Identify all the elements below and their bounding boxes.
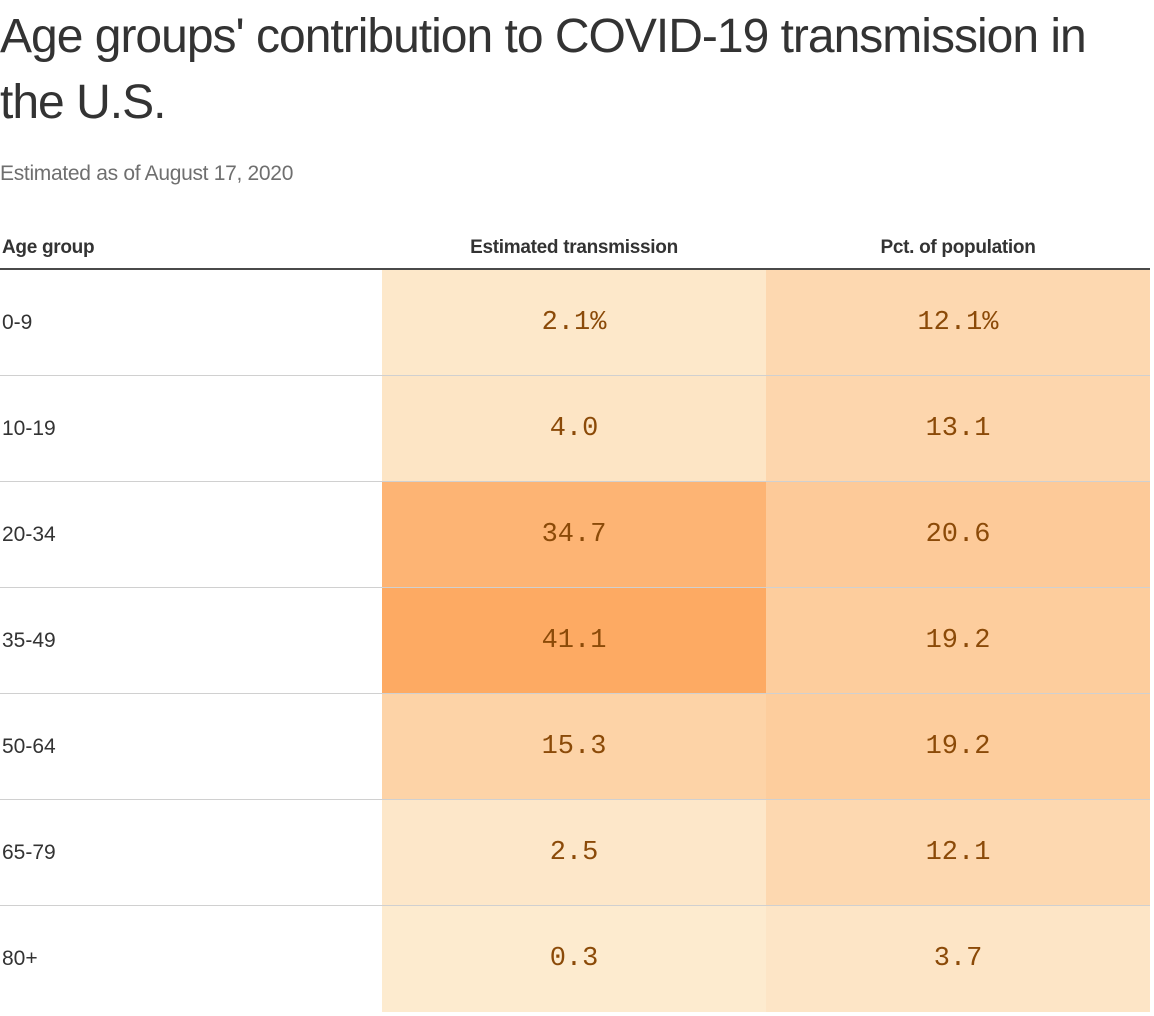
table-row: 50-64 15.3 19.2 (0, 694, 1150, 800)
column-header-estimated-transmission: Estimated transmission (470, 237, 678, 258)
table-row: 20-34 34.7 20.6 (0, 482, 1150, 588)
table-row: 35-49 41.1 19.2 (0, 588, 1150, 694)
age-group-label: 35-49 (2, 629, 56, 652)
row-divider (0, 905, 1150, 906)
age-group-label: 65-79 (2, 841, 56, 864)
table-row: 65-79 2.5 12.1 (0, 800, 1150, 906)
chart-title: Age groups' contribution to COVID-19 tra… (0, 10, 1087, 129)
row-divider (0, 587, 1150, 588)
table-body: 0-9 2.1% 12.1% 10-19 4.0 13.1 20-34 34.7 20.6 35-… (0, 270, 1150, 1012)
table-row: 80+ 0.3 3.7 (0, 906, 1150, 1012)
pct-of-population-cell: 3.7 (766, 906, 1150, 1012)
age-group-label: 10-19 (2, 417, 56, 440)
pct-of-population-cell: 13.1 (766, 376, 1150, 482)
pct-of-population-cell: 19.2 (766, 588, 1150, 694)
pct-of-population-cell: 12.1% (766, 270, 1150, 376)
row-divider (0, 799, 1150, 800)
estimated-transmission-cell: 41.1 (382, 588, 766, 694)
pct-of-population-cell: 19.2 (766, 694, 1150, 800)
pct-of-population-cell: 20.6 (766, 482, 1150, 588)
estimated-transmission-cell: 34.7 (382, 482, 766, 588)
estimated-transmission-cell: 0.3 (382, 906, 766, 1012)
age-group-label: 0-9 (2, 311, 33, 334)
age-group-label: 50-64 (2, 735, 56, 758)
age-group-label: 20-34 (2, 523, 56, 546)
pct-of-population-cell: 12.1 (766, 800, 1150, 906)
column-header-pct-of-population: Pct. of population (880, 237, 1036, 258)
estimated-transmission-cell: 2.5 (382, 800, 766, 906)
table-row: 10-19 4.0 13.1 (0, 376, 1150, 482)
age-group-label: 80+ (2, 947, 38, 970)
row-divider (0, 481, 1150, 482)
estimated-transmission-cell: 15.3 (382, 694, 766, 800)
row-divider (0, 693, 1150, 694)
row-divider (0, 375, 1150, 376)
table-row: 0-9 2.1% 12.1% (0, 270, 1150, 376)
column-header-age-group: Age group (2, 237, 95, 258)
table-header-row: Age group Estimated transmission Pct. of… (0, 226, 1150, 270)
heatmap-table: Age group Estimated transmission Pct. of… (0, 226, 1150, 1012)
estimated-transmission-cell: 2.1% (382, 270, 766, 376)
chart-subtitle: Estimated as of August 17, 2020 (0, 162, 294, 185)
estimated-transmission-cell: 4.0 (382, 376, 766, 482)
